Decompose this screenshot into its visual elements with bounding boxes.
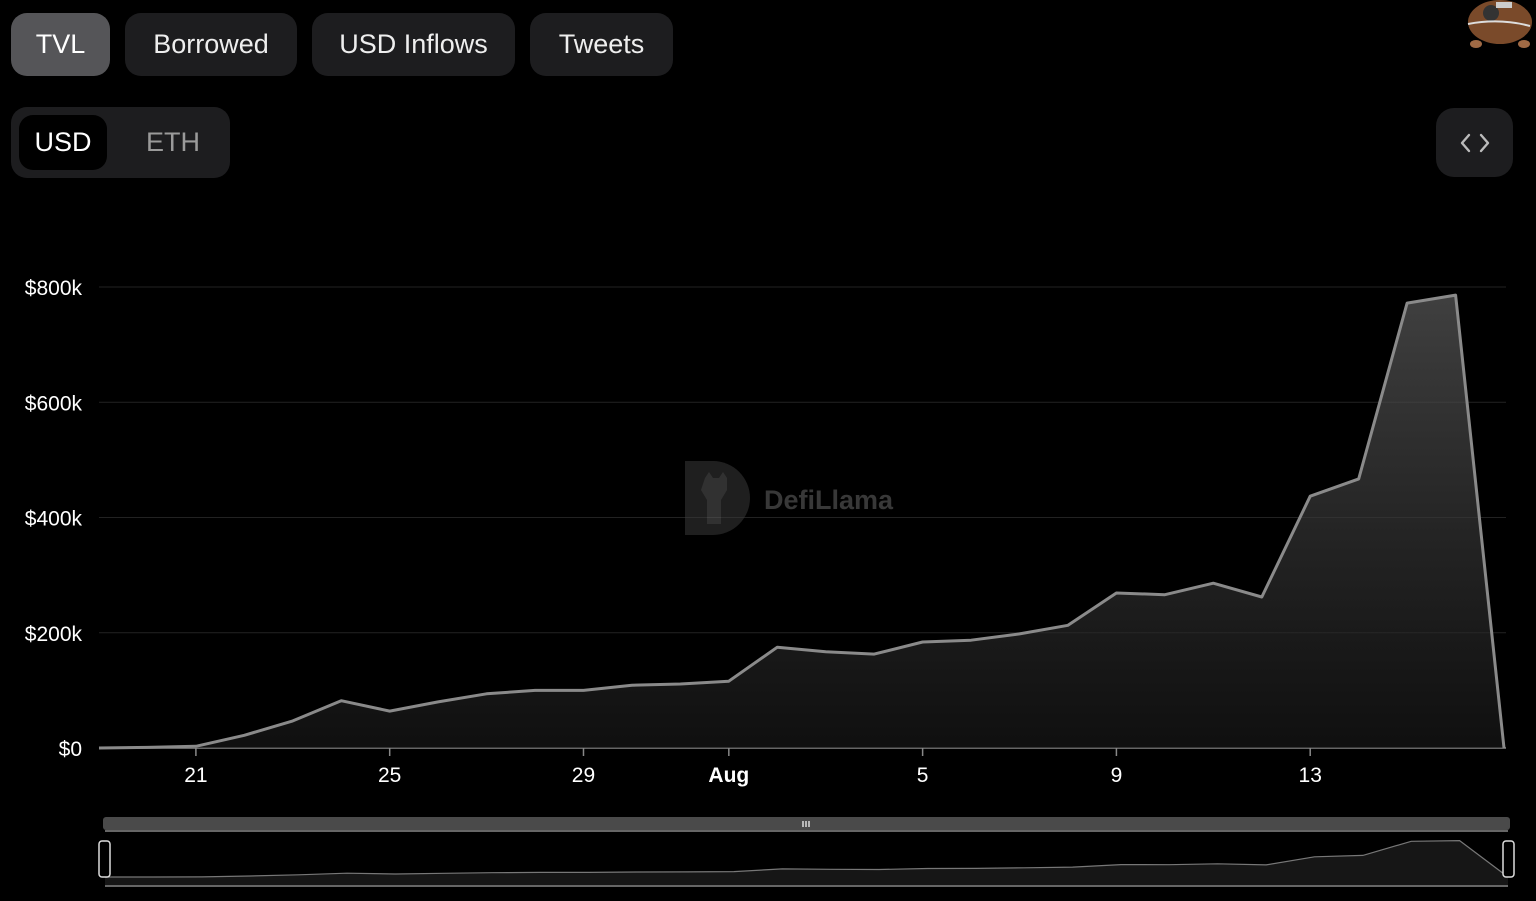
currency-option-usd[interactable]: USD	[19, 115, 107, 170]
x-tick-label: 13	[1299, 764, 1322, 787]
x-tick-label: 29	[572, 764, 595, 787]
y-tick-label: $600k	[25, 392, 83, 415]
y-tick-label: $0	[59, 738, 82, 761]
x-tick-label: 21	[184, 764, 207, 787]
slider-mini-line	[105, 839, 1509, 878]
code-icon	[1460, 133, 1489, 152]
tvl-line	[98, 293, 1506, 750]
embed-button[interactable]	[1436, 108, 1513, 177]
slider-mini-area	[105, 840, 1508, 885]
slider-right-handle[interactable]	[1502, 840, 1515, 878]
y-tick-label: $800k	[25, 277, 83, 300]
defillama-watermark: DefiLlama	[685, 461, 894, 535]
tab-tvl[interactable]: TVL	[11, 13, 110, 76]
zoom-slider[interactable]	[98, 817, 1515, 887]
slider-grip-icon	[802, 821, 810, 827]
x-tick-label: 5	[917, 764, 929, 787]
avatar[interactable]	[1464, 0, 1532, 50]
y-axis: $0 $200k $400k $600k $800k	[25, 277, 83, 761]
x-tick-label: 25	[378, 764, 401, 787]
avatar-image	[1467, 0, 1532, 48]
y-tick-label: $200k	[25, 623, 83, 646]
tab-usd-inflows[interactable]: USD Inflows	[312, 13, 515, 76]
x-tick-label: Aug	[708, 764, 749, 787]
tab-tweets[interactable]: Tweets	[530, 13, 673, 76]
tvl-area	[99, 295, 1504, 748]
slider-left-handle[interactable]	[98, 840, 111, 878]
watermark-text: DefiLlama	[764, 485, 894, 515]
currency-toggle: USD ETH	[11, 107, 230, 178]
tab-borrowed[interactable]: Borrowed	[125, 13, 297, 76]
x-tick-label: 9	[1111, 764, 1123, 787]
y-tick-label: $400k	[25, 508, 83, 531]
currency-option-eth[interactable]: ETH	[146, 127, 200, 157]
x-axis: 21 25 29 Aug 5 9 13	[184, 748, 1322, 787]
